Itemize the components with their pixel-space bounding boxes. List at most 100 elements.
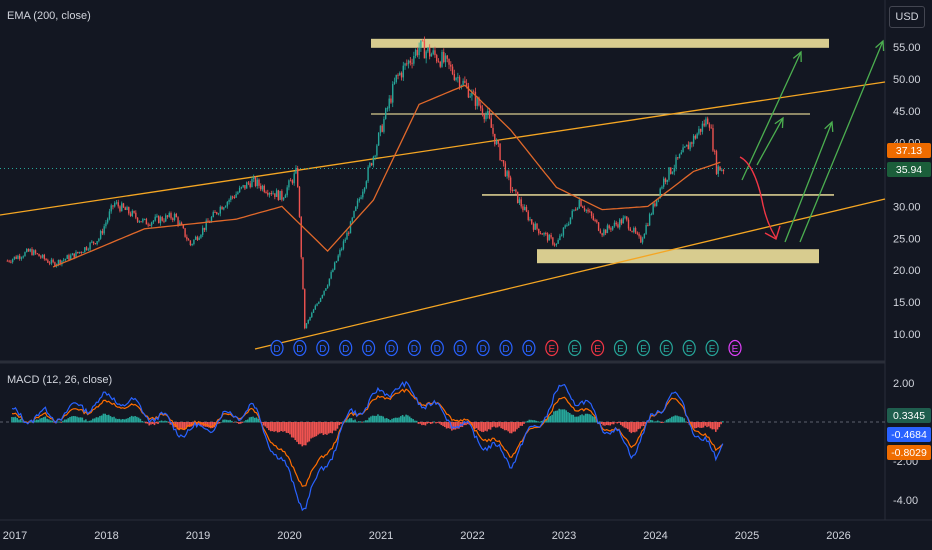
macd-histogram-bar bbox=[535, 420, 538, 423]
macd-histogram-bar bbox=[644, 422, 647, 424]
dividend-marker-label: D bbox=[457, 344, 464, 355]
price-candle bbox=[451, 66, 454, 74]
macd-histogram-bar bbox=[11, 417, 13, 423]
signal-line bbox=[11, 388, 724, 488]
price-candle bbox=[427, 47, 429, 52]
macd-histogram-bar bbox=[181, 422, 184, 430]
price-axis-tick: 45.00 bbox=[893, 106, 921, 118]
dividend-marker-label: D bbox=[411, 344, 418, 355]
macd-histogram-bar bbox=[419, 422, 421, 424]
price-candle bbox=[304, 289, 306, 329]
price-candle bbox=[596, 220, 598, 223]
price-candle bbox=[17, 255, 19, 259]
price-candle bbox=[457, 77, 459, 79]
price-candle bbox=[332, 269, 334, 273]
price-candle bbox=[425, 51, 427, 59]
projection-arrow-up bbox=[741, 51, 802, 181]
macd-histogram-bar bbox=[180, 422, 182, 430]
macd-histogram-bar bbox=[593, 417, 596, 423]
macd-axis-tick: -4.00 bbox=[893, 495, 918, 507]
price-candle bbox=[472, 91, 475, 93]
price-candle bbox=[666, 179, 668, 182]
macd-histogram-bar bbox=[648, 422, 650, 423]
price-candle bbox=[106, 218, 109, 223]
macd-histogram-bar bbox=[280, 422, 282, 431]
price-candle bbox=[180, 222, 183, 226]
price-candle bbox=[293, 173, 295, 184]
macd-histogram-bar bbox=[268, 422, 270, 431]
price-candle bbox=[207, 220, 209, 223]
currency-button[interactable]: USD bbox=[889, 6, 925, 28]
macd-histogram-bar bbox=[63, 419, 66, 423]
price-candle bbox=[436, 55, 438, 62]
price-candle bbox=[529, 219, 531, 221]
price-candle bbox=[96, 241, 98, 245]
price-axis-tick: 50.00 bbox=[893, 74, 921, 86]
price-candle bbox=[288, 180, 290, 188]
price-candle bbox=[244, 185, 246, 189]
event-marker-bubble bbox=[613, 339, 628, 357]
macd-histogram-bar bbox=[706, 422, 708, 428]
price-candle bbox=[99, 230, 102, 239]
earnings-marker-label: E bbox=[617, 344, 624, 355]
price-candle bbox=[13, 256, 16, 260]
event-marker-bubble bbox=[407, 339, 421, 357]
macd-histogram-bar bbox=[524, 421, 527, 423]
price-candle bbox=[376, 145, 378, 156]
price-candle bbox=[648, 214, 651, 226]
macd-histogram-bar bbox=[679, 416, 682, 423]
price-candle bbox=[538, 228, 540, 234]
price-candle bbox=[573, 209, 575, 211]
price-candle bbox=[177, 217, 179, 225]
macd-histogram-bar bbox=[438, 422, 441, 424]
price-candle bbox=[516, 191, 519, 204]
macd-histogram-bar bbox=[611, 422, 613, 425]
price-candle bbox=[261, 185, 264, 190]
macd-histogram-bar bbox=[658, 421, 661, 423]
macd-histogram-bar bbox=[266, 422, 268, 429]
price-candle bbox=[217, 213, 220, 215]
price-candle bbox=[319, 298, 322, 302]
price-candle bbox=[265, 191, 267, 193]
macd-histogram-bar bbox=[546, 418, 548, 423]
price-candle bbox=[230, 196, 232, 200]
macd-histogram-bar bbox=[702, 422, 705, 428]
projection-arrow-up-head bbox=[875, 39, 885, 52]
macd-indicator-label[interactable]: MACD (12, 26, close) bbox=[7, 374, 113, 386]
price-candle bbox=[29, 249, 31, 252]
price-candle bbox=[478, 97, 480, 106]
price-candle bbox=[175, 213, 177, 218]
price-candle bbox=[18, 255, 21, 259]
macd-histogram-bar bbox=[665, 419, 668, 423]
price-candle bbox=[488, 111, 491, 119]
price-candle bbox=[305, 323, 308, 329]
macd-histogram-bar bbox=[445, 422, 448, 429]
price-candle bbox=[98, 238, 100, 242]
price-candle bbox=[458, 77, 461, 88]
macd-histogram-bar bbox=[269, 422, 272, 432]
price-candle bbox=[20, 257, 23, 259]
macd-histogram-bar bbox=[46, 418, 48, 423]
price-candle bbox=[675, 157, 677, 168]
macd-histogram-bar bbox=[567, 412, 569, 423]
price-candle bbox=[89, 242, 91, 250]
macd-histogram-bar bbox=[148, 422, 150, 426]
macd-histogram-bar bbox=[42, 417, 45, 423]
macd-histogram-bar bbox=[313, 422, 316, 437]
price-candle bbox=[636, 232, 639, 234]
macd-histogram-bar bbox=[711, 422, 714, 430]
macd-histogram-bar bbox=[692, 422, 694, 428]
price-candle bbox=[499, 143, 501, 161]
macd-line bbox=[11, 380, 724, 512]
macd-histogram-bar bbox=[239, 422, 242, 424]
price-candle bbox=[193, 239, 195, 244]
macd-histogram-bar bbox=[285, 422, 288, 433]
price-candle bbox=[103, 226, 105, 234]
macd-histogram-bar bbox=[92, 418, 94, 423]
price-indicator-label[interactable]: EMA (200, close) bbox=[7, 10, 91, 22]
price-candle bbox=[608, 225, 610, 229]
price-candle bbox=[497, 140, 500, 144]
macd-histogram-bar bbox=[160, 420, 163, 423]
top-resistance-zone bbox=[371, 38, 829, 48]
